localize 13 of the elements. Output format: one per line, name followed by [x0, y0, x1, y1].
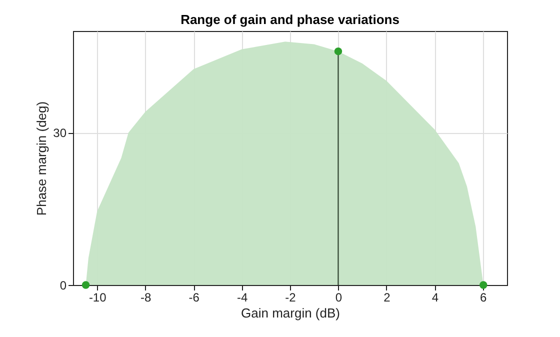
x-tick-label: 2	[384, 290, 391, 304]
x-tick-label: 6	[480, 290, 488, 304]
x-tick-label: -6	[188, 290, 200, 304]
x-tick-label: -4	[236, 290, 248, 304]
chart-title: Range of gain and phase variations	[180, 12, 400, 27]
x-axis-title: Gain margin (dB)	[241, 306, 340, 320]
x-tick-label: 0	[335, 290, 342, 304]
x-tick-label: -8	[140, 290, 152, 304]
x-tick-label: -2	[285, 290, 296, 304]
y-tick-label: 30	[53, 126, 67, 140]
y-axis-title: Phase margin (deg)	[34, 101, 50, 216]
x-tick-label: 4	[432, 290, 439, 304]
x-tick-label: -10	[88, 290, 107, 304]
